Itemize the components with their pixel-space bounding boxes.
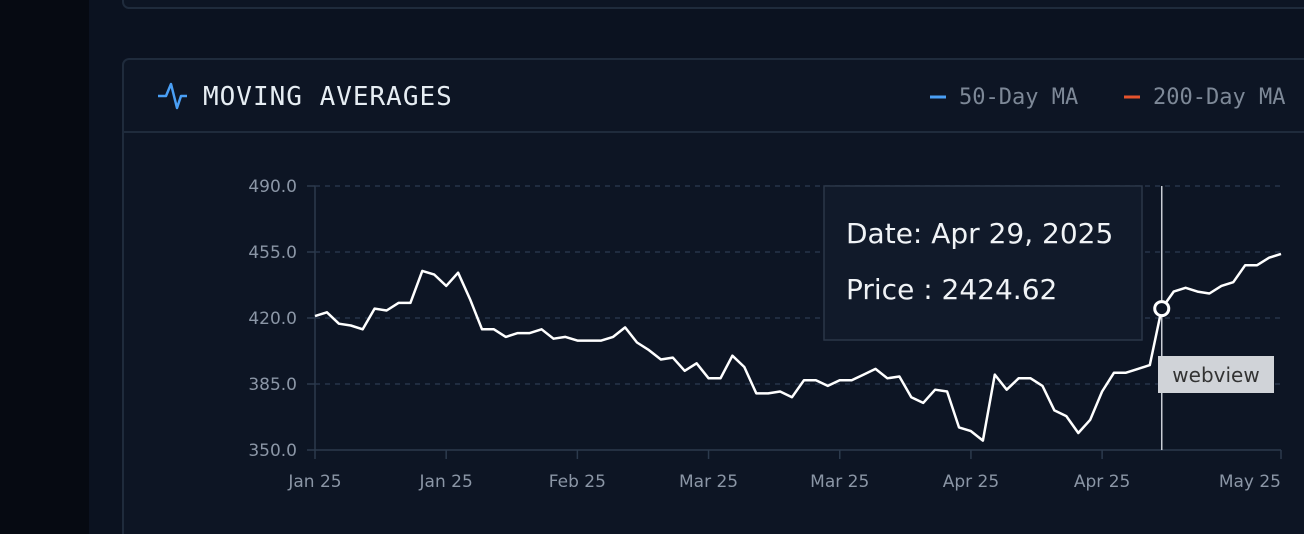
x-tick-label: Apr 25 — [943, 472, 999, 492]
legend: 50-Day MA 200-Day MA — [930, 85, 1285, 110]
y-tick-label: 455.0 — [248, 243, 297, 263]
x-tick-label: Jan 25 — [419, 472, 473, 492]
legend-label: 50-Day MA — [959, 85, 1078, 110]
tooltip-price: Price : 2424.62 — [846, 273, 1057, 306]
legend-label: 200-Day MA — [1153, 85, 1285, 110]
icon — [158, 82, 187, 110]
tooltip-date: Date: Apr 29, 2025 — [846, 217, 1113, 250]
x-tick-label: May 25 — [1219, 472, 1281, 492]
plot: 350.0 385.0 420.0 455.0 490.0 Jan 25 Jan 25 Feb… — [248, 177, 1282, 492]
x-tick-label: Jan 25 — [287, 472, 341, 492]
price-line — [314, 252, 1282, 442]
hover-point — [1153, 300, 1171, 318]
y-tick-label: 490.0 — [248, 177, 297, 197]
y-tick-label: 385.0 — [248, 375, 297, 395]
y-tick-label: 350.0 — [248, 441, 297, 461]
y-tick-label: 420.0 — [248, 309, 297, 329]
tooltip-box — [823, 185, 1143, 341]
badge-label: webview — [1172, 363, 1259, 387]
badge-box — [1158, 356, 1274, 393]
x-tick-label: Apr 25 — [1074, 472, 1130, 492]
upper-panel — [122, 0, 1304, 9]
panel — [122, 58, 1304, 534]
panel-title: MOVING AVERAGES — [203, 82, 453, 112]
x-tick-label: Feb 25 — [549, 472, 606, 492]
sidebar — [0, 0, 89, 534]
x-tick-label: Mar 25 — [679, 472, 738, 492]
x-tick-label: Mar 25 — [810, 472, 869, 492]
